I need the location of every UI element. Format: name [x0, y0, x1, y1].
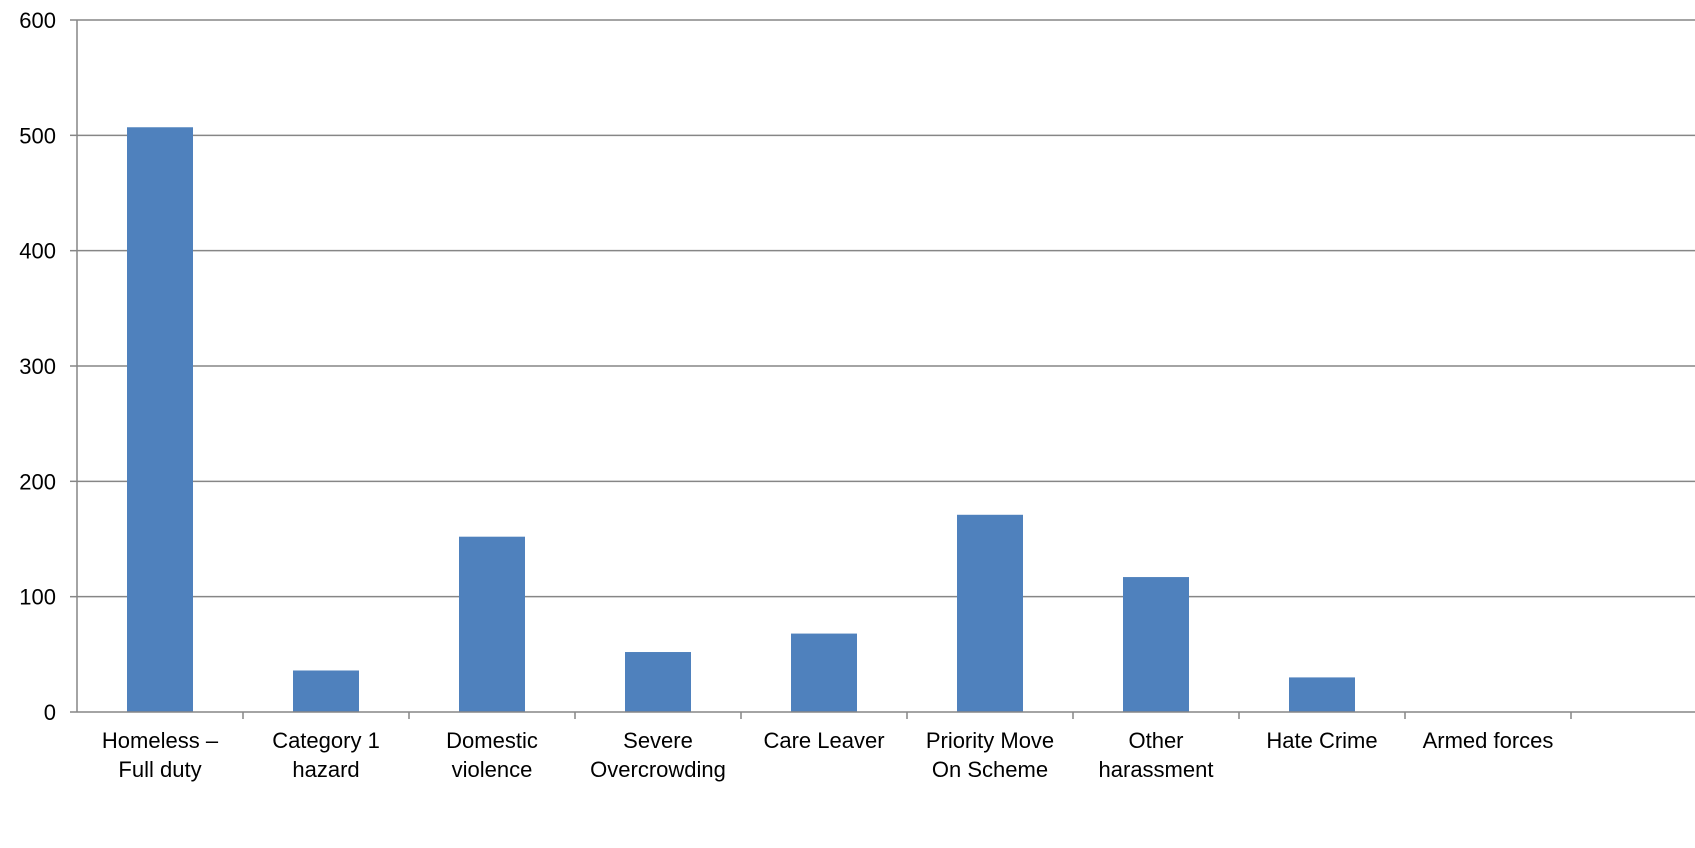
category-label-line: Priority Move [926, 728, 1054, 753]
category-label: Care Leaver [763, 728, 884, 753]
bar [293, 670, 359, 712]
y-tick-label: 500 [19, 123, 56, 148]
category-label-line: harassment [1099, 757, 1214, 782]
y-tick-label: 300 [19, 354, 56, 379]
category-label-line: Category 1 [272, 728, 380, 753]
category-label-line: Hate Crime [1266, 728, 1377, 753]
bar [625, 652, 691, 712]
category-label-line: Domestic [446, 728, 538, 753]
y-tick-label: 0 [44, 700, 56, 725]
category-label-line: hazard [292, 757, 359, 782]
category-label-line: Overcrowding [590, 757, 726, 782]
category-label-line: Other [1128, 728, 1183, 753]
category-label: Hate Crime [1266, 728, 1377, 753]
y-tick-label: 200 [19, 469, 56, 494]
bar [791, 633, 857, 712]
bar [1123, 577, 1189, 712]
category-label: Category 1 hazard [272, 728, 380, 782]
axes [70, 19, 1695, 719]
bar [957, 514, 1023, 712]
y-tick-label: 600 [19, 8, 56, 33]
category-label: Priority Move On Scheme [926, 728, 1054, 782]
bar [459, 536, 525, 712]
category-label: Other harassment [1099, 728, 1214, 782]
y-tick-label: 400 [19, 239, 56, 264]
bar [1289, 677, 1355, 712]
category-label-line: Armed forces [1423, 728, 1554, 753]
gridlines [77, 19, 1695, 598]
category-label-line: violence [452, 757, 533, 782]
category-labels: Homeless – Full duty Category 1 hazard Domes… [102, 728, 1553, 782]
category-label: Homeless – Full duty [102, 728, 219, 782]
category-label-line: Homeless – [102, 728, 219, 753]
category-label-line: On Scheme [932, 757, 1048, 782]
bar [127, 127, 193, 712]
category-label: Armed forces [1423, 728, 1554, 753]
category-label: Severe Overcrowding [590, 728, 726, 782]
category-label-line: Care Leaver [763, 728, 884, 753]
bars [127, 127, 1355, 712]
category-label: Domestic violence [446, 728, 538, 782]
y-tick-labels: 0 100 200 300 400 500 600 [19, 8, 56, 725]
y-tick-label: 100 [19, 585, 56, 610]
category-label-line: Full duty [118, 757, 201, 782]
category-label-line: Severe [623, 728, 693, 753]
